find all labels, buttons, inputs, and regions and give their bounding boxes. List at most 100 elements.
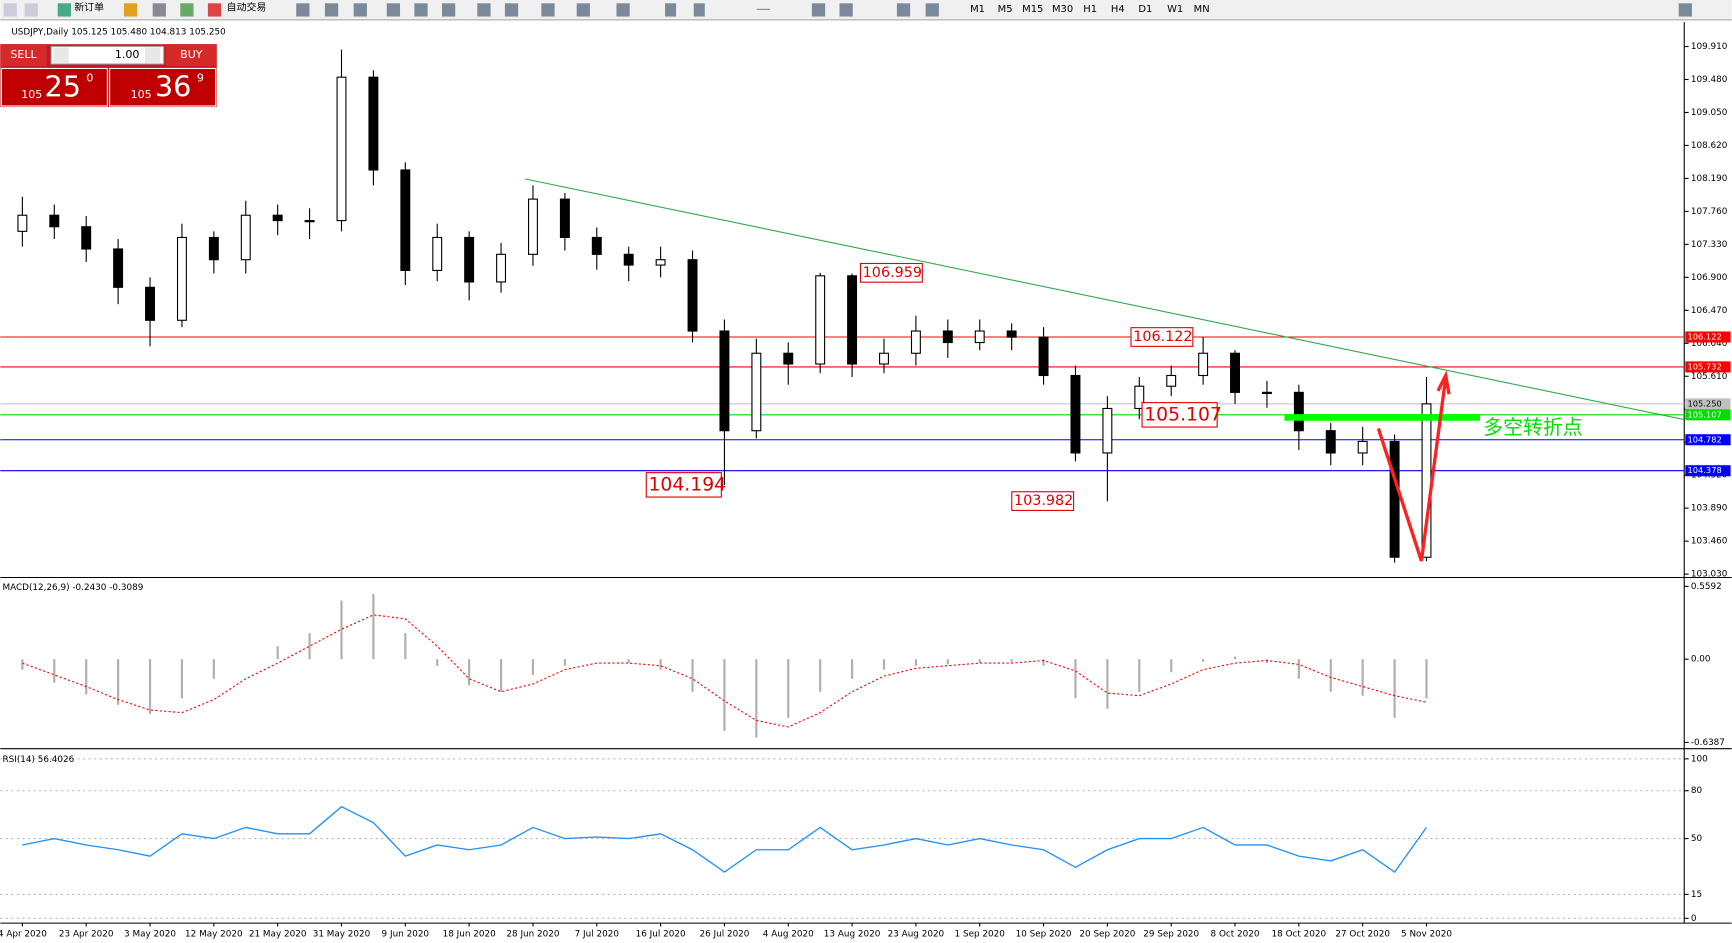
tool-icon[interactable] xyxy=(811,3,826,17)
tool-icon[interactable] xyxy=(756,8,770,10)
timeframe-button[interactable]: M1 xyxy=(970,4,985,15)
rsi-title: RSI(14) 56.4026 xyxy=(3,755,75,765)
tool-icon[interactable] xyxy=(152,3,166,17)
candle-body xyxy=(17,214,28,232)
lots-up[interactable] xyxy=(144,47,161,63)
y-tick-label: 107.760 xyxy=(1691,207,1728,217)
tool-icon[interactable] xyxy=(477,3,491,17)
new-order-button[interactable]: 新订单 xyxy=(74,1,104,14)
tool-icon[interactable] xyxy=(414,3,428,17)
candle-body xyxy=(879,352,889,365)
candle-body xyxy=(208,236,219,261)
tool-icon[interactable] xyxy=(541,3,555,17)
auto-trading-icon[interactable] xyxy=(207,3,222,17)
price-label-box xyxy=(645,472,722,498)
y-tick-label: -0.6387 xyxy=(1691,738,1725,748)
tool-icon[interactable] xyxy=(24,3,38,17)
candle-body xyxy=(942,330,953,344)
tool-icon[interactable] xyxy=(576,3,590,17)
candle-body xyxy=(719,330,730,432)
timeframe-button[interactable]: H1 xyxy=(1083,4,1097,15)
tool-icon[interactable] xyxy=(665,3,677,17)
price-label: 103.982 xyxy=(1014,493,1073,509)
y-tick-label: 103.460 xyxy=(1691,537,1728,547)
timeframe-bar: M1 M5 M15 M30 H1 H4 D1 W1 MN xyxy=(970,4,1210,15)
buy-label[interactable]: BUY xyxy=(180,48,203,61)
timeframe-button[interactable]: W1 xyxy=(1167,4,1183,15)
tool-icon[interactable] xyxy=(504,3,519,17)
candle-body xyxy=(145,286,155,321)
timeframe-button[interactable]: M5 xyxy=(998,4,1013,15)
lots-value[interactable]: 1.00 xyxy=(115,48,140,61)
candle-body xyxy=(336,76,347,222)
y-tick-label: 0.00 xyxy=(1691,655,1711,665)
x-tick-label: 1 Sep 2020 xyxy=(955,930,1006,940)
price-label: 106.122 xyxy=(1133,329,1192,345)
candle-body xyxy=(815,275,826,365)
timeframe-button[interactable]: M15 xyxy=(1022,4,1043,15)
y-tick-label: 109.910 xyxy=(1691,42,1728,52)
tool-icon[interactable] xyxy=(925,3,939,17)
buy-price-box[interactable] xyxy=(109,67,217,107)
price-label-box xyxy=(1141,402,1218,428)
sell-price-big: 105 xyxy=(21,88,42,101)
x-tick-label: 7 Jul 2020 xyxy=(575,930,620,940)
timeframe-button[interactable]: M30 xyxy=(1052,4,1073,15)
timeframe-button[interactable]: H4 xyxy=(1111,4,1125,15)
buy-price-big: 105 xyxy=(131,88,152,101)
tool-icon[interactable] xyxy=(441,3,456,17)
price-label-box xyxy=(1130,327,1194,347)
tool-icon[interactable] xyxy=(896,3,911,17)
level-price-box xyxy=(1685,409,1731,421)
tool-icon[interactable] xyxy=(386,3,401,17)
x-tick-label: 23 Apr 2020 xyxy=(59,930,114,940)
x-tick-label: 5 Nov 2020 xyxy=(1401,930,1452,940)
sell-button[interactable] xyxy=(0,44,47,67)
red-arrow xyxy=(1376,370,1451,562)
candle-body xyxy=(527,198,538,255)
candle-body xyxy=(751,352,762,432)
tool-icon[interactable] xyxy=(180,3,194,17)
candle-body xyxy=(1230,352,1240,393)
rsi-line xyxy=(22,805,1428,874)
tool-icon[interactable] xyxy=(353,3,367,17)
x-tick-label: 13 Aug 2020 xyxy=(824,930,881,940)
level-price-box xyxy=(1685,398,1731,410)
tool-icon[interactable] xyxy=(3,3,17,17)
tool-icon[interactable] xyxy=(324,3,339,17)
x-tick-label: 4 Apr 2020 xyxy=(0,930,47,940)
tool-icon[interactable] xyxy=(839,3,853,17)
timeframe-button[interactable]: MN xyxy=(1194,4,1210,15)
lots-input[interactable] xyxy=(50,45,165,65)
x-tick-label: 29 Sep 2020 xyxy=(1143,930,1199,940)
lots-down[interactable] xyxy=(53,47,69,63)
level-price-label: 105.732 xyxy=(1688,361,1722,371)
timeframe-button[interactable]: D1 xyxy=(1138,4,1152,15)
toolbar xyxy=(0,0,1732,20)
tool-icon[interactable] xyxy=(123,3,138,17)
level-price-box xyxy=(1685,434,1731,446)
macd-title: MACD(12,26,9) -0.2430 -0.3089 xyxy=(3,583,144,593)
buy-button[interactable] xyxy=(165,44,217,67)
rsi-panel: 100 80 50 15 0 xyxy=(0,754,1708,924)
one-click-trading: SELL 1.00 BUY 105 25 0 105 36 9 xyxy=(0,44,217,108)
auto-trading-button[interactable]: 自动交易 xyxy=(227,1,267,14)
new-order-icon[interactable] xyxy=(57,3,71,17)
sell-label[interactable]: SELL xyxy=(10,48,37,61)
price-label: 106.959 xyxy=(863,265,922,281)
tool-icon[interactable] xyxy=(296,3,310,17)
sell-price-pips: 25 xyxy=(44,69,81,103)
main-marks xyxy=(17,49,1432,563)
candle-body xyxy=(687,259,698,332)
y-tick-label: 106.900 xyxy=(1691,273,1728,283)
tool-icon[interactable] xyxy=(1678,3,1692,17)
price-label: 104.194 xyxy=(648,474,726,495)
x-tick-label: 20 Sep 2020 xyxy=(1079,930,1135,940)
tool-icon[interactable] xyxy=(693,3,705,17)
tool-icon[interactable] xyxy=(616,3,630,17)
sell-price-box[interactable] xyxy=(0,67,108,107)
candle-body xyxy=(559,198,570,239)
x-tick-label: 4 Aug 2020 xyxy=(763,930,814,940)
candle-body xyxy=(591,236,602,255)
